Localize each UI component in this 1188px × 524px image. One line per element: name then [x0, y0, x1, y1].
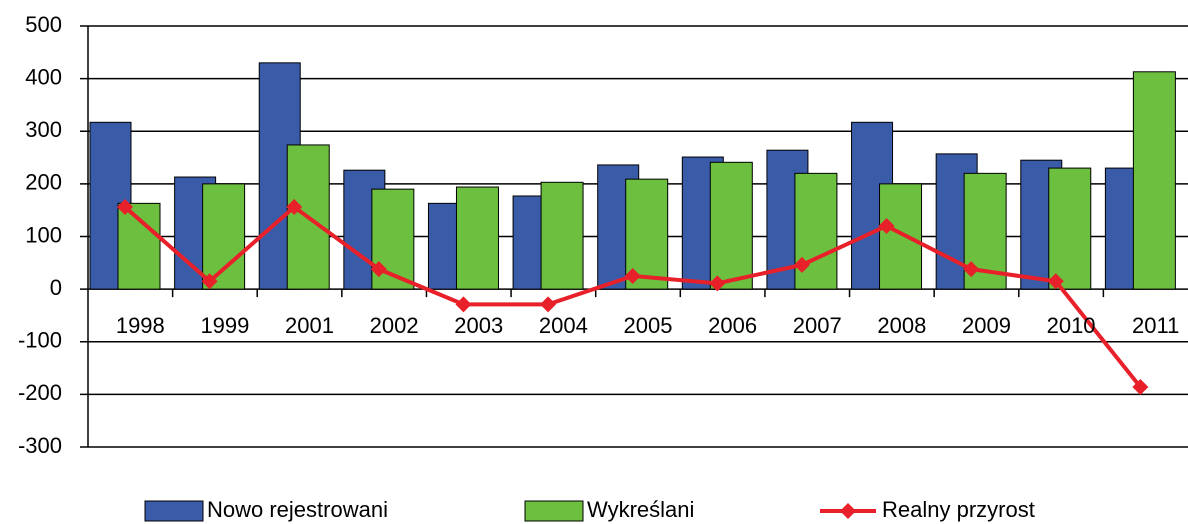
y-tick-label: 100 — [25, 222, 62, 247]
point — [624, 267, 641, 284]
x-tick-label: 2004 — [539, 313, 588, 338]
legend-label: Wykreślani — [587, 497, 694, 522]
point — [963, 261, 980, 278]
legend-swatch — [144, 500, 204, 522]
x-tick-label: 2002 — [370, 313, 419, 338]
point — [117, 199, 133, 216]
legend-marker — [840, 503, 856, 519]
point — [793, 256, 810, 273]
y-tick-label: -200 — [18, 380, 62, 405]
bar — [202, 183, 246, 290]
x-tick-label: 2005 — [624, 313, 673, 338]
y-tick-label: -100 — [18, 328, 62, 353]
point — [370, 261, 387, 278]
x-tick-label: 1999 — [200, 313, 249, 338]
y-tick-label: 300 — [25, 117, 62, 142]
x-tick-label: 2008 — [877, 313, 926, 338]
x-tick-label: 2003 — [454, 313, 503, 338]
bar — [1132, 71, 1176, 290]
bar — [117, 202, 161, 290]
y-tick-label: 400 — [25, 64, 62, 89]
x-tick-label: 2001 — [285, 313, 334, 338]
legend-swatch — [524, 500, 584, 522]
y-tick-label: 200 — [25, 170, 62, 195]
bar — [1048, 167, 1092, 290]
point — [709, 275, 726, 292]
bar — [455, 186, 499, 290]
y-tick-label: 500 — [25, 12, 62, 37]
point — [286, 199, 303, 216]
legend-label: Nowo rejestrowani — [207, 497, 388, 522]
point — [1047, 273, 1064, 290]
y-tick-label: -300 — [18, 433, 62, 458]
x-tick-label: 2007 — [793, 313, 842, 338]
x-tick-label: 2010 — [1047, 313, 1096, 338]
bar — [371, 188, 415, 290]
point — [540, 296, 557, 313]
point — [201, 273, 218, 290]
point — [878, 217, 895, 234]
x-tick-label: 1998 — [116, 313, 165, 338]
y-tick-label: 0 — [50, 275, 62, 300]
bar — [540, 181, 584, 290]
x-tick-label: 2009 — [962, 313, 1011, 338]
point — [1132, 379, 1149, 396]
x-tick-label: 2006 — [708, 313, 757, 338]
legend-label: Realny przyrost — [882, 497, 1035, 522]
bar — [879, 183, 923, 290]
x-tick-label: 2011 — [1132, 313, 1179, 338]
point — [455, 296, 472, 313]
bar — [709, 161, 753, 290]
